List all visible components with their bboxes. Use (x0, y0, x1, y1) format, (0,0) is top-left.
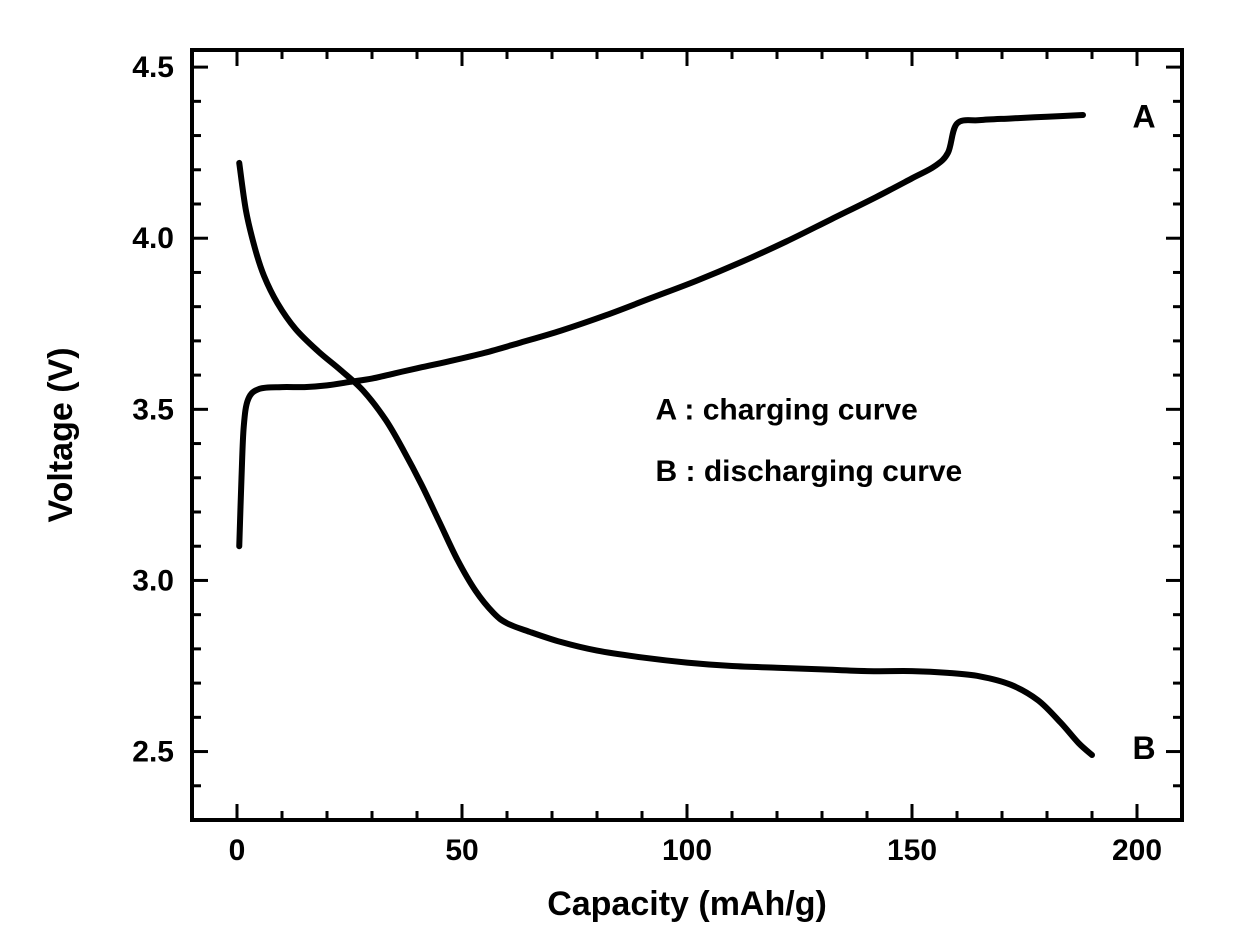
y-axis-label: Voltage (V) (42, 347, 80, 522)
x-tick-label: 200 (1112, 834, 1162, 867)
chart-background (0, 0, 1240, 946)
y-tick-label: 3.0 (132, 564, 174, 597)
legend-line-0: A : charging curve (656, 394, 918, 427)
x-axis-label: Capacity (mAh/g) (547, 885, 827, 923)
x-tick-label: 150 (887, 834, 937, 867)
x-tick-label: 50 (445, 834, 478, 867)
legend-line-1: B : discharging curve (656, 455, 963, 488)
y-tick-label: 4.0 (132, 222, 174, 255)
y-tick-label: 3.5 (132, 393, 174, 426)
series-label-B: B (1133, 730, 1156, 766)
y-tick-label: 2.5 (132, 736, 174, 769)
x-tick-label: 0 (229, 834, 246, 867)
voltage-capacity-chart: 0 50 100 150 200 2.5 3.0 3.5 4.0 4.5 Capacity (mAh… (0, 0, 1240, 946)
chart-svg: 0 50 100 150 200 2.5 3.0 3.5 4.0 4.5 Capacity (mAh… (0, 0, 1240, 946)
x-tick-label: 100 (662, 834, 712, 867)
y-tick-label: 4.5 (132, 51, 174, 84)
series-label-A: A (1133, 99, 1156, 135)
